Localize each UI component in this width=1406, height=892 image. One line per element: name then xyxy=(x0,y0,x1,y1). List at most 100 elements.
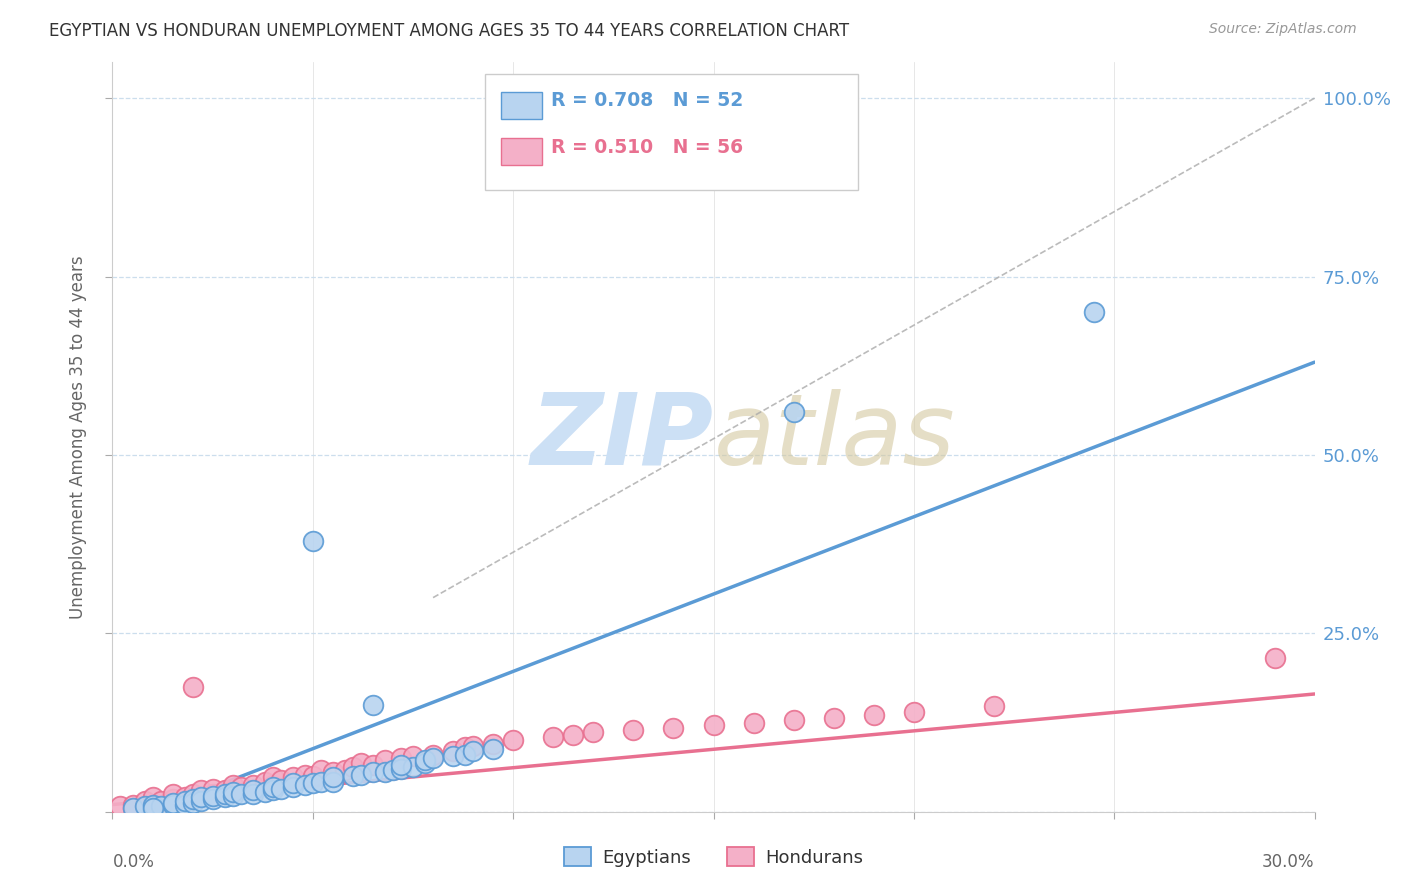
Point xyxy=(222,778,245,792)
Text: R = 0.510   N = 56: R = 0.510 N = 56 xyxy=(551,137,744,157)
Point xyxy=(141,797,163,812)
Point xyxy=(322,771,344,785)
Point xyxy=(389,758,412,772)
Point xyxy=(454,747,477,762)
Point xyxy=(389,751,412,765)
Point xyxy=(253,785,276,799)
Point xyxy=(253,774,276,789)
Point xyxy=(201,787,224,801)
Text: 30.0%: 30.0% xyxy=(1263,853,1315,871)
Point xyxy=(214,783,236,797)
Point xyxy=(190,794,212,808)
Text: 0.0%: 0.0% xyxy=(112,853,155,871)
Point xyxy=(181,796,204,810)
FancyBboxPatch shape xyxy=(501,92,541,119)
Point xyxy=(374,753,396,767)
Point xyxy=(402,760,425,774)
Point xyxy=(121,801,143,815)
Point xyxy=(621,723,644,737)
Point xyxy=(413,753,436,767)
Point xyxy=(413,756,436,771)
Point xyxy=(309,764,332,778)
Point xyxy=(1083,305,1105,319)
Point xyxy=(461,744,484,758)
Text: R = 0.708   N = 52: R = 0.708 N = 52 xyxy=(551,91,744,110)
Point xyxy=(482,737,505,751)
Point xyxy=(742,715,765,730)
Point xyxy=(229,787,252,801)
Point xyxy=(222,785,245,799)
Point xyxy=(441,749,464,764)
Point xyxy=(242,778,264,792)
Point xyxy=(173,797,195,812)
Point xyxy=(983,699,1005,714)
Point xyxy=(110,799,132,814)
Point xyxy=(702,717,725,731)
Point xyxy=(342,769,364,783)
Point xyxy=(461,739,484,753)
Point xyxy=(141,790,163,805)
Point xyxy=(181,680,204,694)
Point xyxy=(121,801,143,815)
Point xyxy=(181,792,204,806)
Point xyxy=(322,765,344,780)
Point xyxy=(270,781,292,796)
Point xyxy=(333,764,356,778)
Point xyxy=(302,533,325,548)
Point xyxy=(322,774,344,789)
Point xyxy=(302,769,325,783)
Point xyxy=(454,740,477,755)
Point xyxy=(441,744,464,758)
Point xyxy=(281,780,304,794)
Point xyxy=(1264,651,1286,665)
Text: ZIP: ZIP xyxy=(530,389,713,485)
Point xyxy=(162,787,184,801)
Point xyxy=(281,771,304,785)
Point xyxy=(242,783,264,797)
Point xyxy=(482,742,505,756)
Point xyxy=(782,714,804,728)
Point xyxy=(141,797,163,812)
Point xyxy=(149,799,172,814)
Point xyxy=(141,801,163,815)
Point xyxy=(149,794,172,808)
Point xyxy=(242,787,264,801)
Point xyxy=(190,783,212,797)
Point xyxy=(262,771,284,785)
Point xyxy=(361,698,384,712)
Point xyxy=(134,794,156,808)
Point xyxy=(582,724,605,739)
Point xyxy=(562,728,585,742)
Point xyxy=(181,787,204,801)
Point xyxy=(350,767,373,781)
Point xyxy=(229,780,252,794)
Point xyxy=(162,792,184,806)
Text: atlas: atlas xyxy=(713,389,955,485)
Point xyxy=(342,760,364,774)
Point xyxy=(222,789,245,803)
Point xyxy=(350,756,373,771)
Point xyxy=(389,762,412,776)
Point xyxy=(309,774,332,789)
Point xyxy=(201,781,224,796)
Point xyxy=(262,778,284,792)
Point xyxy=(422,747,444,762)
Point xyxy=(162,797,184,812)
Text: Source: ZipAtlas.com: Source: ZipAtlas.com xyxy=(1209,22,1357,37)
Point xyxy=(903,705,925,719)
Point xyxy=(121,797,143,812)
Point xyxy=(222,783,245,797)
Text: EGYPTIAN VS HONDURAN UNEMPLOYMENT AMONG AGES 35 TO 44 YEARS CORRELATION CHART: EGYPTIAN VS HONDURAN UNEMPLOYMENT AMONG … xyxy=(49,22,849,40)
Point xyxy=(173,794,195,808)
Point xyxy=(782,405,804,419)
Point xyxy=(543,730,565,744)
Point xyxy=(502,733,524,747)
Point xyxy=(294,767,316,781)
Point xyxy=(262,780,284,794)
Point xyxy=(823,710,845,724)
Point xyxy=(173,790,195,805)
Point xyxy=(662,721,685,735)
Y-axis label: Unemployment Among Ages 35 to 44 years: Unemployment Among Ages 35 to 44 years xyxy=(69,255,87,619)
Point xyxy=(302,776,325,790)
Legend: Egyptians, Hondurans: Egyptians, Hondurans xyxy=(557,840,870,874)
